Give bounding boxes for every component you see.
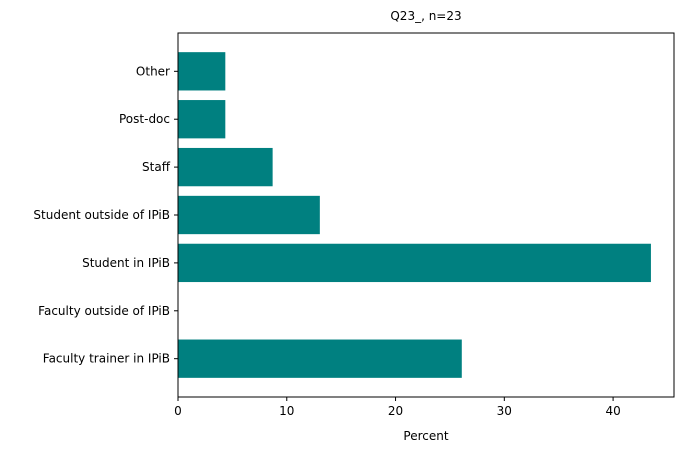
x-axis-label: Percent: [403, 429, 448, 443]
y-tick-label-4: Staff: [142, 160, 171, 174]
y-tick-label-6: Other: [136, 64, 170, 78]
x-tick-label-0: 0: [174, 404, 182, 418]
x-tick-label-3: 30: [497, 404, 512, 418]
y-tick-label-2: Student in IPiB: [82, 256, 170, 270]
y-tick-label-0: Faculty trainer in IPiB: [43, 352, 170, 366]
x-tick-label-4: 40: [605, 404, 620, 418]
x-tick-label-2: 20: [388, 404, 403, 418]
bar-2: [178, 243, 651, 283]
bar-0: [178, 339, 462, 378]
y-tick-label-5: Post-doc: [119, 112, 170, 126]
axes-layer: Faculty trainer in IPiB Faculty outside o…: [33, 32, 675, 418]
bar-4: [178, 147, 273, 187]
bar-3: [178, 195, 320, 235]
bar-6: [178, 52, 226, 91]
bars-layer: [178, 52, 651, 378]
y-tick-label-1: Faculty outside of IPiB: [38, 304, 170, 318]
x-tick-label-1: 10: [279, 404, 294, 418]
bar-5: [178, 100, 226, 139]
y-tick-label-3: Student outside of IPiB: [33, 208, 170, 222]
chart-title: Q23_, n=23: [390, 9, 461, 23]
